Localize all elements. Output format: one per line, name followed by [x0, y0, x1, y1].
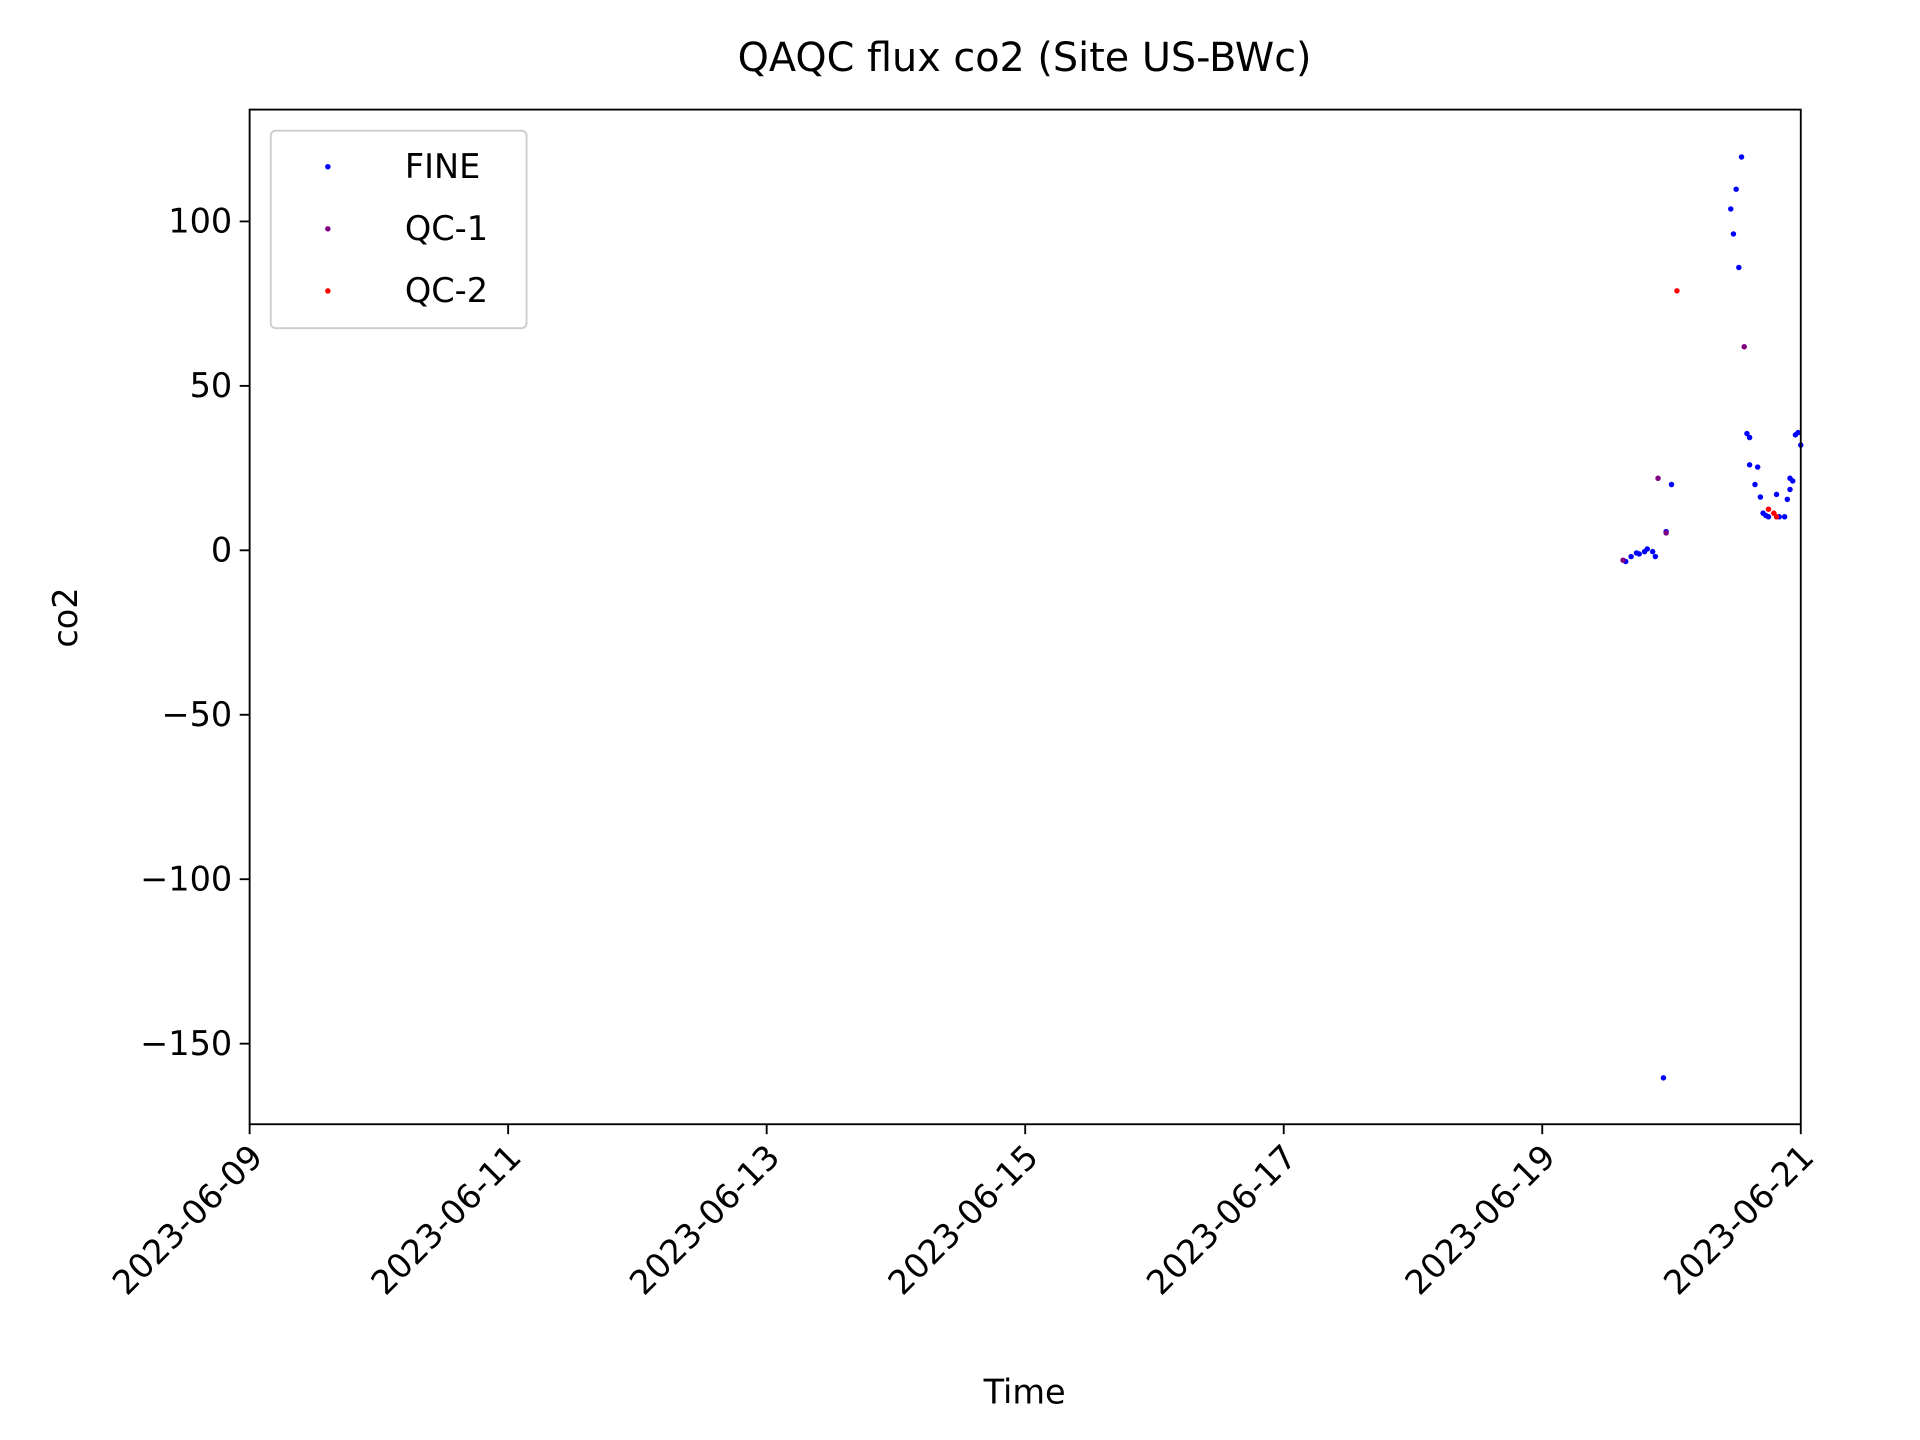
legend-label: QC-2	[405, 271, 488, 310]
x-tick-label: 2023-06-09	[105, 1137, 270, 1302]
x-tick-label: 2023-06-17	[1139, 1137, 1304, 1302]
data-point	[1741, 344, 1747, 350]
data-point	[1620, 557, 1626, 563]
chart-title: QAQC flux co2 (Site US-BWc)	[738, 35, 1312, 81]
legend-marker	[325, 163, 331, 170]
data-point	[1773, 491, 1780, 498]
data-point	[1649, 548, 1656, 555]
data-point	[1655, 475, 1661, 482]
x-tick-label: 2023-06-19	[1398, 1137, 1563, 1302]
data-point	[1784, 496, 1791, 503]
legend-label: FINE	[405, 147, 480, 186]
data-point	[1746, 462, 1753, 468]
data-point	[1787, 486, 1793, 493]
data-point	[1636, 551, 1642, 557]
y-tick-label: 50	[190, 366, 233, 405]
x-tick-label: 2023-06-13	[622, 1137, 787, 1302]
data-point	[1773, 514, 1780, 520]
legend-box	[269, 129, 528, 330]
data-point	[1765, 514, 1772, 520]
y-tick-label: −150	[140, 1024, 232, 1063]
data-point	[1728, 206, 1734, 212]
y-tick-label: −50	[162, 695, 233, 734]
data-point	[1674, 288, 1680, 294]
x-axis-label: Time	[983, 1373, 1066, 1412]
y-tick-label: −100	[140, 859, 232, 898]
data-point	[1746, 434, 1753, 441]
data-point	[1754, 464, 1761, 470]
data-point	[1668, 481, 1675, 488]
data-point	[1744, 430, 1750, 437]
data-point	[1733, 186, 1739, 192]
x-tick-label: 2023-06-21	[1656, 1137, 1821, 1302]
data-point	[1644, 546, 1651, 552]
y-tick-label: 100	[168, 202, 232, 241]
data-point	[1789, 478, 1796, 484]
data-point	[1752, 481, 1758, 488]
data-point	[1730, 231, 1737, 237]
data-point	[1781, 514, 1788, 520]
plot-frame	[248, 108, 1802, 1126]
y-tick-label: 0	[211, 530, 232, 569]
data-point	[1628, 553, 1634, 560]
data-point	[1765, 506, 1772, 512]
x-tick-label: 2023-06-11	[363, 1137, 528, 1302]
data-point	[1652, 553, 1659, 560]
data-point	[1738, 154, 1745, 160]
data-point	[1663, 530, 1669, 536]
data-point	[1795, 429, 1801, 436]
legend-marker	[325, 288, 331, 294]
y-axis-label: co2	[46, 587, 85, 647]
x-tick-label: 2023-06-15	[880, 1137, 1045, 1302]
data-point	[1736, 264, 1742, 271]
legend-marker	[325, 226, 331, 232]
data-point	[1660, 1075, 1667, 1081]
legend-label: QC-1	[405, 209, 488, 248]
data-point	[1757, 494, 1764, 500]
